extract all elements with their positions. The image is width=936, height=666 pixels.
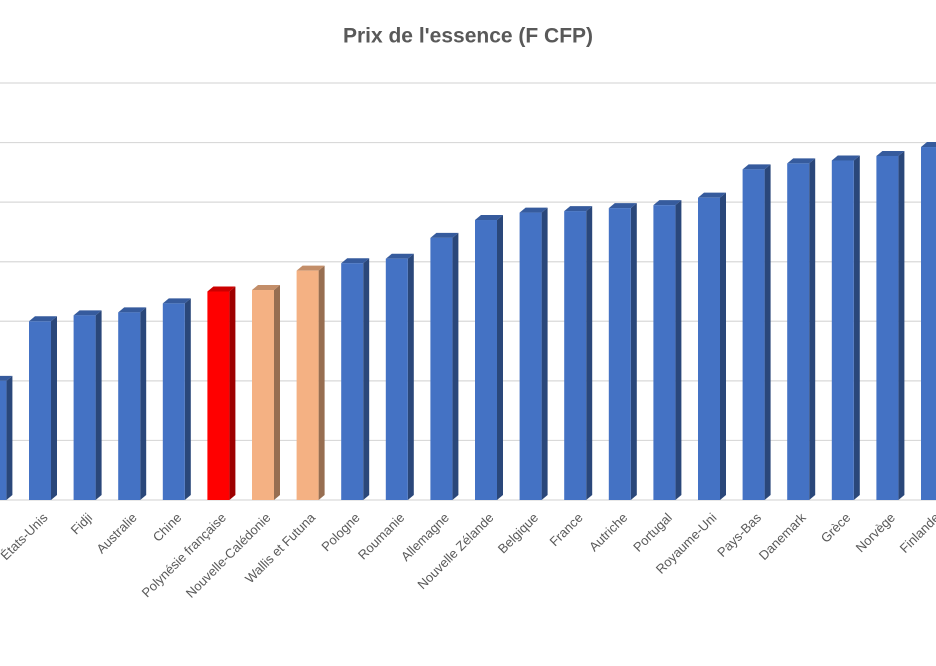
bar — [118, 312, 141, 500]
x-tick-label: Pologne — [318, 510, 362, 554]
bar-side — [363, 258, 370, 500]
x-tick-label: France — [547, 510, 586, 549]
bar — [341, 263, 364, 500]
bar-side — [541, 207, 548, 500]
x-tick-label: Grèce — [818, 510, 854, 546]
bar-top — [831, 155, 860, 161]
bar — [296, 270, 319, 500]
bar-top — [29, 316, 57, 322]
x-tick-label: Australie — [93, 510, 139, 556]
chart-title: Prix de l'essence (F CFP) — [343, 25, 593, 48]
bar-side — [497, 215, 503, 500]
bar-side — [51, 316, 57, 500]
bar — [831, 160, 854, 500]
bar-side — [407, 253, 414, 500]
bar-side — [140, 307, 147, 500]
bar — [0, 380, 7, 500]
bar-top — [787, 158, 816, 164]
bar — [29, 321, 51, 500]
x-tick-label: Nouvelle Zélande — [414, 510, 496, 592]
bar-top — [252, 285, 280, 291]
bar-top — [0, 375, 13, 381]
x-tick-label: Autriche — [586, 510, 630, 554]
bar-side — [898, 150, 905, 500]
bar-side — [229, 286, 236, 500]
bar — [385, 258, 408, 500]
x-tick-label: Portugal — [630, 510, 675, 555]
bar — [475, 220, 497, 500]
bar — [430, 237, 453, 500]
bar-top — [385, 253, 414, 259]
bar — [742, 169, 765, 500]
bar-side — [586, 206, 593, 501]
bar — [564, 211, 587, 501]
bar-side — [318, 265, 325, 500]
x-tick-label: Polynésie française — [139, 510, 229, 600]
bar-top — [73, 310, 102, 316]
bar-top — [564, 206, 593, 212]
bar — [608, 208, 631, 500]
bar — [653, 205, 676, 500]
bar-top — [162, 298, 191, 304]
bar-side — [675, 200, 682, 500]
bar-top — [296, 265, 325, 271]
bar-top — [519, 207, 548, 213]
bar-side — [720, 192, 726, 501]
bar-side — [274, 285, 280, 500]
bar-side — [764, 164, 771, 500]
bar-side — [809, 158, 816, 500]
bar-top — [430, 232, 459, 238]
x-tick-label: Belgique — [495, 510, 541, 556]
bar — [921, 147, 936, 500]
x-tick-label: Finlande — [897, 510, 936, 556]
bar-top — [653, 200, 682, 206]
bar-side — [853, 155, 860, 500]
bar — [698, 197, 720, 501]
x-tick-label: Norvège — [853, 510, 898, 555]
bar-top — [475, 215, 503, 221]
x-tick-label: Nouvelle-Calédonie — [183, 510, 274, 601]
bar — [876, 155, 899, 500]
bar-top — [118, 307, 147, 313]
bar-side — [6, 375, 13, 500]
bar-side — [630, 203, 637, 500]
bar-side — [184, 298, 191, 500]
bar-top — [921, 142, 936, 148]
bar-side — [95, 310, 102, 500]
x-tick-label: États-Unis — [0, 510, 51, 563]
bar-top — [207, 286, 236, 292]
bar-top — [608, 203, 637, 209]
bar — [787, 163, 810, 500]
bar-top — [698, 192, 726, 198]
bar-top — [341, 258, 370, 264]
x-tick-label: Chine — [150, 510, 185, 545]
bar-side — [452, 232, 459, 500]
bar-top — [742, 164, 771, 170]
bar — [207, 291, 230, 500]
bar — [73, 315, 96, 500]
x-tick-label: Danemark — [756, 510, 809, 563]
bar — [519, 212, 542, 500]
bar-top — [876, 150, 905, 156]
bar — [252, 290, 274, 500]
x-tick-label: Fidji — [68, 510, 96, 538]
bar — [162, 303, 185, 500]
